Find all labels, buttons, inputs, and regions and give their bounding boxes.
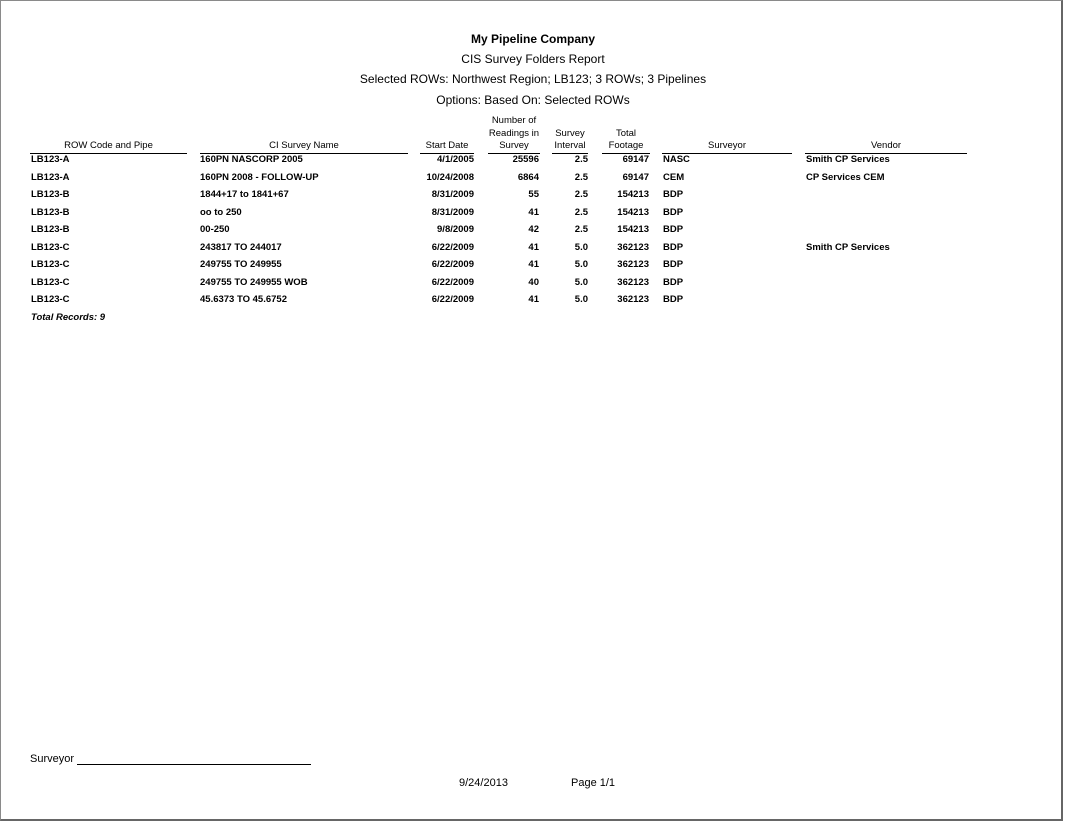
header-readings: Number of Readings in Survey — [488, 115, 540, 154]
cell-readings: 41 — [528, 241, 539, 253]
cell-start-date: 10/24/2008 — [426, 171, 474, 183]
cell-row-code: LB123-A — [31, 154, 70, 165]
cell-survey-name: 249755 TO 249955 WOB — [200, 276, 308, 288]
cell-surveyor: BDP — [663, 276, 684, 288]
cell-start-date: 9/8/2009 — [437, 224, 474, 235]
cell-readings: 55 — [528, 189, 539, 200]
cell-surveyor: CEM — [663, 171, 685, 183]
surveyor-signature-label: Surveyor — [30, 753, 75, 765]
cell-surveyor: NASC — [663, 154, 690, 165]
cell-survey-name: 1844+17 to 1841+67 — [200, 189, 289, 200]
cell-surveyor: BDP — [663, 206, 684, 218]
cell-footage: 362123 — [617, 259, 649, 270]
cell-footage: 362123 — [617, 276, 649, 288]
cell-readings: 42 — [528, 224, 539, 235]
cell-footage: 362123 — [617, 294, 649, 305]
cell-row-code: LB123-C — [31, 241, 70, 253]
cell-start-date: 4/1/2005 — [437, 154, 474, 165]
surveyor-signature-line — [77, 764, 311, 765]
cell-readings: 41 — [528, 259, 539, 270]
cell-row-code: LB123-B — [31, 206, 70, 218]
cell-start-date: 6/22/2009 — [431, 276, 474, 288]
cell-vendor: CP Services CEM — [806, 171, 885, 183]
cell-interval: 2.5 — [574, 189, 588, 200]
cell-readings: 6864 — [517, 171, 539, 183]
cell-survey-name: 45.6373 TO 45.6752 — [200, 294, 287, 305]
cell-readings: 40 — [528, 276, 539, 288]
cell-survey-name: 249755 TO 249955 — [200, 259, 282, 270]
cell-interval: 2.5 — [574, 154, 588, 165]
cell-surveyor: BDP — [663, 259, 684, 270]
header-footage-line2: Footage — [608, 140, 644, 151]
footer-date: 9/24/2013 — [459, 777, 508, 789]
cell-start-date: 8/31/2009 — [431, 189, 474, 200]
header-row-code: ROW Code and Pipe — [30, 140, 187, 154]
cell-row-code: LB123-A — [31, 171, 70, 183]
cell-row-code: LB123-C — [31, 294, 70, 305]
cell-survey-name: 243817 TO 244017 — [200, 241, 282, 253]
cell-footage: 69147 — [622, 154, 649, 165]
cell-row-code: LB123-C — [31, 276, 70, 288]
header-readings-line2: Readings in — [488, 127, 540, 139]
cell-interval: 5.0 — [574, 241, 588, 253]
header-readings-line3: Survey — [499, 140, 529, 151]
cell-row-code: LB123-B — [31, 224, 70, 235]
header-footage: Total Footage — [602, 128, 650, 154]
cell-survey-name: 160PN 2008 - FOLLOW-UP — [200, 171, 319, 183]
cell-row-code: LB123-C — [31, 259, 70, 270]
cell-survey-name: 160PN NASCORP 2005 — [200, 154, 303, 165]
cell-readings: 25596 — [512, 154, 539, 165]
header-survey-name: CI Survey Name — [200, 140, 408, 154]
cell-vendor: Smith CP Services — [806, 154, 890, 165]
total-records: Total Records: 9 — [31, 312, 106, 323]
cell-interval: 5.0 — [574, 276, 588, 288]
cell-interval: 2.5 — [574, 224, 588, 235]
cell-start-date: 6/22/2009 — [431, 241, 474, 253]
cell-footage: 69147 — [622, 171, 649, 183]
header-interval: Survey Interval — [552, 128, 588, 154]
cell-surveyor: BDP — [663, 224, 684, 235]
header-vendor: Vendor — [805, 140, 967, 154]
report-selection: Selected ROWs: Northwest Region; LB123; … — [359, 72, 707, 86]
cell-readings: 41 — [528, 206, 539, 218]
cell-footage: 154213 — [617, 224, 649, 235]
header-interval-line2: Interval — [554, 140, 586, 151]
cell-readings: 41 — [528, 294, 539, 305]
header-surveyor: Surveyor — [662, 140, 792, 154]
cell-survey-name: oo to 250 — [200, 206, 242, 218]
cell-interval: 5.0 — [574, 294, 588, 305]
cell-vendor: Smith CP Services — [806, 241, 890, 253]
footer-page-number: Page 1/1 — [571, 777, 616, 789]
header-start-date: Start Date — [420, 140, 474, 154]
cell-start-date: 8/31/2009 — [431, 206, 474, 218]
cell-interval: 2.5 — [574, 171, 588, 183]
cell-start-date: 6/22/2009 — [431, 294, 474, 305]
cell-footage: 362123 — [617, 241, 649, 253]
cell-surveyor: BDP — [663, 241, 684, 253]
cell-surveyor: BDP — [663, 294, 684, 305]
report-title: CIS Survey Folders Report — [461, 52, 605, 66]
cell-footage: 154213 — [617, 189, 649, 200]
report-options: Options: Based On: Selected ROWs — [436, 93, 630, 107]
cell-start-date: 6/22/2009 — [431, 259, 474, 270]
header-readings-line1: Number of — [491, 115, 537, 126]
cell-interval: 5.0 — [574, 259, 588, 270]
cell-survey-name: 00-250 — [200, 224, 230, 235]
cell-interval: 2.5 — [574, 206, 588, 218]
cell-surveyor: BDP — [663, 189, 684, 200]
cell-footage: 154213 — [617, 206, 649, 218]
cell-row-code: LB123-B — [31, 189, 70, 200]
header-footage-line1: Total — [615, 127, 637, 139]
header-interval-line1: Survey — [555, 127, 585, 139]
company-name: My Pipeline Company — [470, 32, 596, 46]
